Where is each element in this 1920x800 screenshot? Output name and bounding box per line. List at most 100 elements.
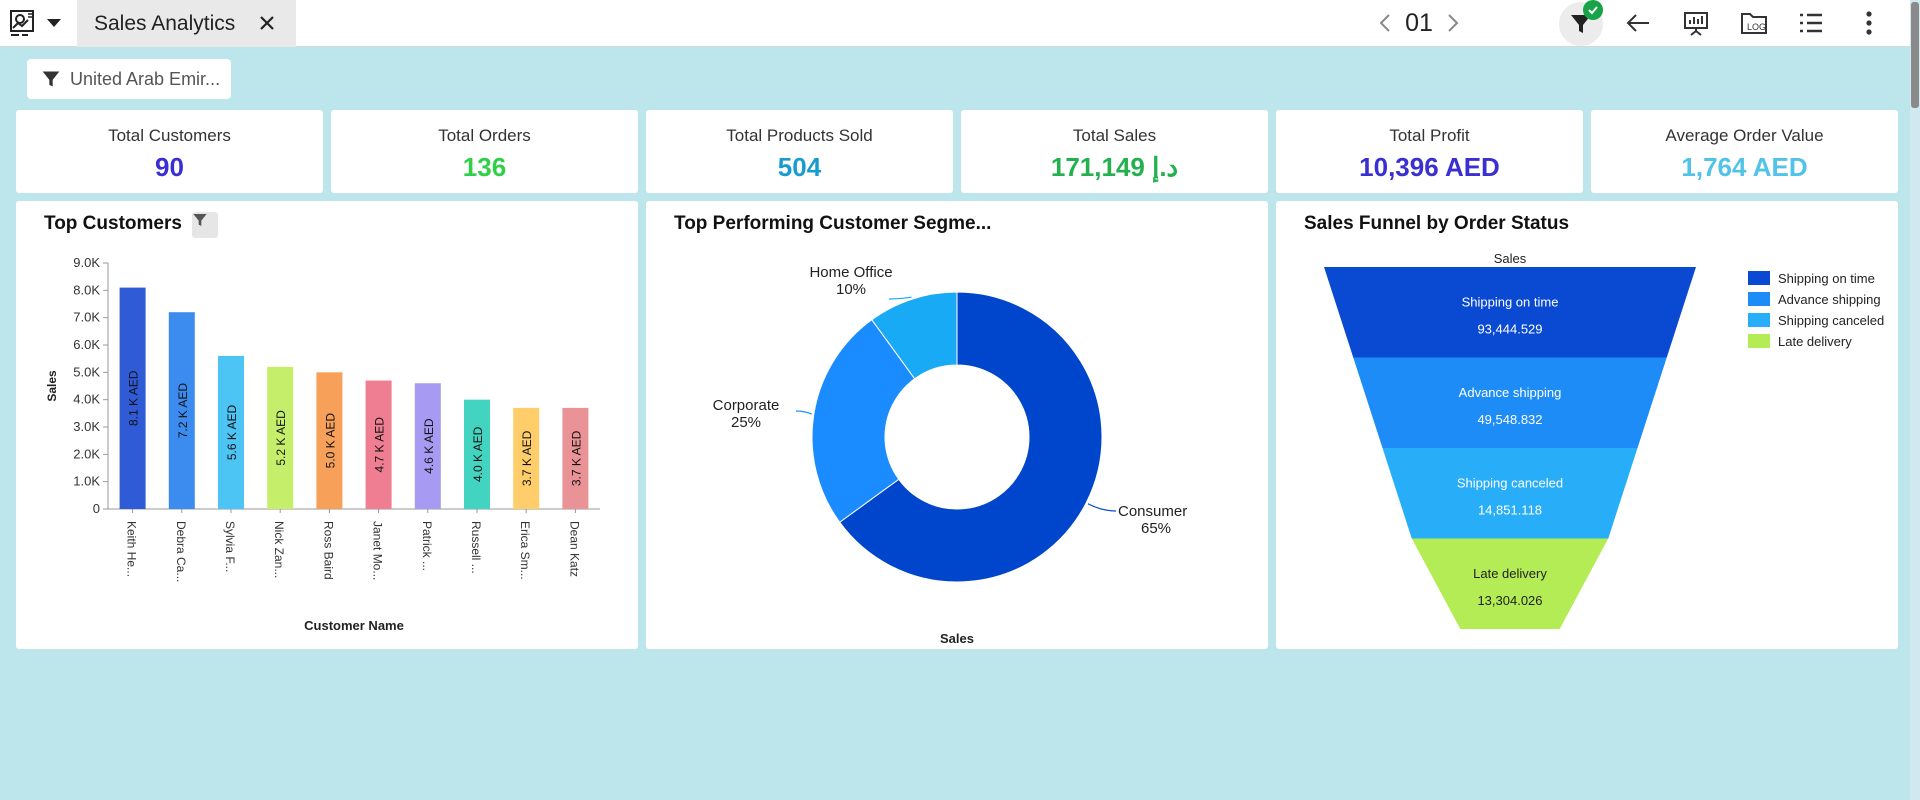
bar[interactable] — [267, 366, 294, 509]
slice-leader-line — [888, 296, 912, 300]
kpi-total-orders[interactable]: Total Orders 136 — [331, 110, 638, 193]
close-icon[interactable] — [256, 12, 278, 34]
legend-label[interactable]: Shipping on time — [1778, 271, 1875, 286]
x-axis-label: Sales — [940, 631, 974, 646]
legend-swatch[interactable] — [1748, 292, 1770, 306]
donut-slice[interactable] — [871, 291, 958, 380]
bar[interactable] — [316, 372, 343, 509]
funnel-segment[interactable] — [1382, 448, 1638, 539]
y-axis-label: Sales — [45, 370, 59, 402]
y-tick-label: 8.0K — [73, 282, 100, 297]
kpi-average-order-value[interactable]: Average Order Value 1,764 AED — [1591, 110, 1898, 193]
filter-icon — [1571, 15, 1591, 33]
kpi-label: Average Order Value — [1665, 126, 1824, 145]
slice-leader-line — [795, 410, 813, 415]
y-tick-label: 2.0K — [73, 446, 100, 461]
legend-swatch[interactable] — [1748, 271, 1770, 285]
slice-percent-label: 25% — [731, 414, 761, 431]
y-tick-label: 7.0K — [73, 310, 100, 325]
sales-funnel-chart: Sales Shipping on time 93,444.529 Advance s… — [1324, 251, 1884, 630]
funnel-segment-label: Late delivery — [1473, 566, 1547, 581]
kpi-value: 10,396 AED — [1359, 152, 1500, 182]
kpi-label: Total Profit — [1389, 126, 1470, 145]
chart-filter-button[interactable] — [192, 212, 218, 238]
slice-leader-line — [1087, 503, 1117, 512]
page-number: 01 — [1405, 8, 1433, 37]
kpi-label: Total Products Sold — [726, 126, 873, 145]
y-tick-label: 0 — [93, 501, 100, 516]
funnel-series-label: Sales — [1494, 251, 1527, 266]
card-title: Top Customers — [44, 213, 182, 234]
list-button[interactable] — [1793, 6, 1829, 40]
bar-data-label: 5.6 K AED — [225, 404, 239, 460]
x-tick-label: Erica Sm... — [518, 521, 532, 580]
log-folder-icon: LOG — [1741, 13, 1767, 34]
bar[interactable] — [119, 287, 146, 509]
y-tick-label: 5.0K — [73, 364, 100, 379]
log-button[interactable]: LOG — [1736, 6, 1772, 40]
customer-segments-card: Top Performing Customer Segme... Consume… — [646, 201, 1268, 649]
kpi-total-profit[interactable]: Total Profit 10,396 AED — [1276, 110, 1583, 193]
active-filter-button[interactable] — [1559, 0, 1603, 46]
bar[interactable] — [168, 312, 195, 509]
presentation-button[interactable] — [1678, 6, 1714, 40]
kpi-label: Total Sales — [1072, 126, 1157, 145]
bar[interactable] — [218, 355, 244, 509]
legend-label[interactable]: Shipping canceled — [1778, 313, 1884, 328]
donut-slice[interactable] — [811, 318, 916, 523]
kpi-value: 1,764 AED — [1681, 152, 1808, 182]
funnel-segment-value: 14,851.118 — [1478, 502, 1542, 517]
slice-category-label: Home Office — [809, 264, 892, 281]
slice-percent-label: 65% — [1141, 520, 1171, 537]
top-customers-card: Top Customers 0 1.0K 2.0K 3.0K 4.0K 5.0K 6.0K 7… — [16, 201, 638, 649]
tab-sales-analytics[interactable]: Sales Analytics — [77, 0, 296, 47]
top-customers-bar-chart: 0 1.0K 2.0K 3.0K 4.0K 5.0K 6.0K 7.0K 8.0K 9.0K Sal… — [45, 255, 600, 633]
funnel-segment-value: 49,548.832 — [1477, 412, 1542, 427]
legend-label[interactable]: Late delivery — [1778, 334, 1852, 349]
legend-swatch[interactable] — [1748, 313, 1770, 327]
bar-data-label: 4.6 K AED — [422, 418, 436, 474]
legend-swatch[interactable] — [1748, 334, 1770, 348]
chevron-left-icon[interactable] — [1378, 13, 1392, 33]
card-title: Sales Funnel by Order Status — [1304, 213, 1570, 234]
kpi-total-customers[interactable]: Total Customers 90 — [16, 110, 323, 193]
app-menu-icon — [10, 10, 34, 36]
country-filter-chip[interactable]: United Arab Emir... — [27, 59, 231, 99]
bar-data-label: 4.7 K AED — [373, 417, 387, 473]
funnel-segment-label: Advance shipping — [1459, 385, 1562, 400]
y-tick-label: 3.0K — [73, 419, 100, 434]
chevron-right-icon[interactable] — [1446, 13, 1460, 33]
legend-label[interactable]: Advance shipping — [1778, 292, 1881, 307]
list-icon — [1800, 13, 1822, 33]
bar[interactable] — [365, 380, 392, 509]
bar-data-label: 3.7 K AED — [520, 430, 534, 486]
back-button[interactable] — [1620, 6, 1656, 40]
scrollbar[interactable] — [1910, 0, 1920, 800]
bar[interactable] — [464, 399, 490, 509]
more-button[interactable] — [1851, 6, 1887, 40]
dropdown-icon[interactable] — [46, 17, 62, 29]
bar[interactable] — [513, 407, 540, 509]
scrollbar-thumb[interactable] — [1911, 2, 1919, 108]
bar[interactable] — [414, 383, 441, 509]
x-axis-label: Customer Name — [304, 618, 404, 633]
kpi-value: 90 — [155, 152, 184, 182]
bar-data-label: 4.0 K AED — [471, 426, 485, 482]
filter-chip-label: United Arab Emir... — [70, 68, 221, 89]
kpi-total-sales[interactable]: Total Sales 171,149 د.إ — [961, 110, 1268, 193]
x-tick-label: Dean Katz — [567, 521, 581, 577]
kpi-total-products-sold[interactable]: Total Products Sold 504 — [646, 110, 953, 193]
x-tick-label: Keith He... — [125, 521, 139, 577]
bar[interactable] — [562, 407, 589, 509]
y-tick-label: 6.0K — [73, 337, 100, 352]
funnel-segment[interactable] — [1411, 538, 1609, 630]
app-menu-button[interactable] — [8, 8, 72, 38]
svg-text:LOG: LOG — [1747, 22, 1766, 32]
funnel-segment[interactable] — [1353, 357, 1667, 449]
donut-slice[interactable] — [838, 291, 1103, 583]
check-icon — [1583, 0, 1603, 20]
funnel-segment[interactable] — [1324, 267, 1696, 358]
slice-category-label: Consumer — [1118, 503, 1187, 520]
filter-icon — [193, 214, 207, 226]
